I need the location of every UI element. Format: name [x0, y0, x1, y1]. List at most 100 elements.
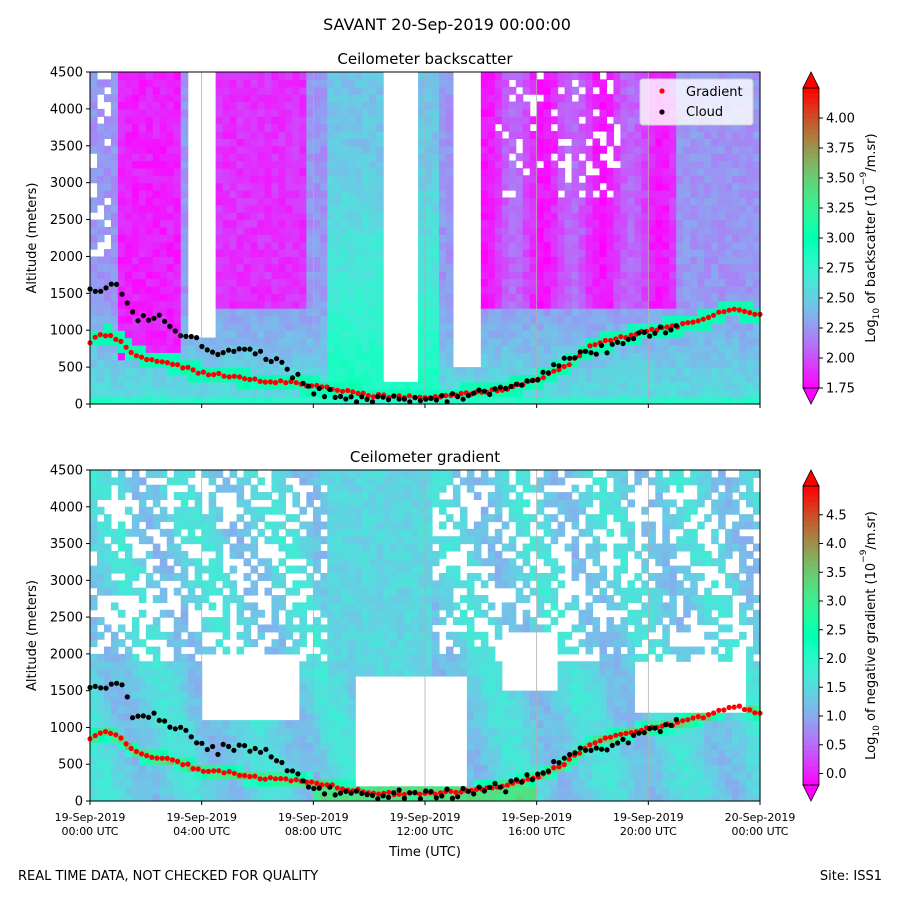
- heatmap-cell: [96, 705, 105, 714]
- heatmap-cell: [536, 79, 545, 88]
- heatmap-cell: [613, 219, 622, 228]
- heatmap-cell: [425, 322, 433, 331]
- heatmap-cell: [229, 565, 238, 574]
- heatmap-cell: [152, 293, 161, 302]
- heatmap-cell: [124, 587, 133, 596]
- heatmap-cell: [236, 764, 245, 773]
- heatmap-cell: [557, 145, 566, 154]
- heatmap-cell: [222, 396, 231, 405]
- heatmap-cell: [376, 167, 384, 176]
- heatmap-cell: [753, 352, 761, 361]
- heatmap-cell: [166, 698, 175, 706]
- gradient-point: [587, 343, 593, 349]
- heatmap-cell: [299, 86, 307, 95]
- gradient-point: [747, 310, 753, 316]
- heatmap-cell: [292, 153, 300, 162]
- heatmap-cell: [655, 315, 663, 324]
- heatmap-cell: [250, 734, 259, 743]
- heatmap-cell: [445, 330, 454, 339]
- heatmap-cell: [662, 226, 670, 235]
- heatmap-cell: [215, 572, 224, 581]
- heatmap-cell: [138, 727, 147, 736]
- heatmap-cell: [655, 204, 663, 213]
- heatmap-cell: [117, 536, 126, 545]
- heatmap-cell: [425, 374, 433, 383]
- heatmap-cell: [662, 256, 670, 265]
- heatmap-cell: [229, 322, 238, 331]
- heatmap-cell: [138, 389, 147, 398]
- heatmap-cell: [676, 389, 684, 398]
- heatmap-cell: [201, 359, 210, 368]
- heatmap-cell: [452, 396, 461, 405]
- heatmap-cell: [117, 492, 126, 501]
- heatmap-cell: [599, 116, 608, 125]
- heatmap-cell: [145, 241, 154, 250]
- heatmap-cell: [313, 389, 321, 398]
- heatmap-cell: [508, 396, 517, 405]
- heatmap-cell: [362, 241, 370, 250]
- heatmap-cell: [180, 742, 189, 751]
- heatmap-cell: [725, 344, 733, 353]
- heatmap-cell: [431, 352, 440, 361]
- heatmap-cell: [299, 249, 307, 258]
- heatmap-cell: [697, 182, 705, 191]
- colorbar-band: [803, 178, 819, 184]
- heatmap-cell: [746, 315, 754, 324]
- heatmap-cell: [445, 352, 454, 361]
- heatmap-cell: [718, 123, 726, 132]
- heatmap-cell: [683, 315, 691, 324]
- heatmap-cell: [243, 742, 252, 751]
- heatmap-cell: [543, 396, 552, 405]
- heatmap-cell: [662, 241, 670, 250]
- heatmap-cell: [348, 300, 356, 309]
- heatmap-cell: [739, 226, 747, 235]
- heatmap-cell: [320, 226, 328, 235]
- heatmap-cell: [96, 337, 105, 346]
- heatmap-cell: [501, 138, 510, 147]
- heatmap-cell: [369, 308, 377, 317]
- heatmap-cell: [222, 389, 231, 398]
- heatmap-cell: [662, 300, 670, 309]
- heatmap-cell: [662, 182, 670, 191]
- heatmap-cell: [334, 101, 342, 110]
- heatmap-cell: [641, 131, 649, 139]
- gradient-point: [716, 309, 722, 315]
- heatmap-cell: [250, 484, 259, 493]
- heatmap-cell: [711, 249, 719, 258]
- heatmap-cell: [522, 315, 531, 324]
- heatmap-cell: [285, 72, 293, 80]
- heatmap-cell: [753, 123, 761, 132]
- heatmap-cell: [683, 367, 691, 376]
- heatmap-cell: [536, 322, 545, 331]
- heatmap-cell: [431, 72, 440, 80]
- heatmap-cell: [243, 204, 252, 213]
- heatmap-cell: [334, 123, 342, 132]
- heatmap-cell: [152, 263, 161, 272]
- heatmap-cell: [229, 389, 238, 398]
- heatmap-cell: [445, 72, 454, 80]
- heatmap-cell: [355, 256, 363, 265]
- heatmap-cell: [438, 175, 447, 184]
- heatmap-cell: [355, 94, 363, 103]
- heatmap-cell: [404, 389, 412, 398]
- heatmap-cell: [634, 337, 642, 346]
- heatmap-cell: [473, 374, 482, 383]
- heatmap-cell: [173, 108, 182, 117]
- heatmap-cell: [138, 145, 147, 154]
- heatmap-cell: [292, 381, 300, 390]
- heatmap-cell: [215, 271, 224, 280]
- cloud-point: [465, 392, 471, 399]
- heatmap-cell: [683, 330, 691, 339]
- heatmap-cell: [613, 145, 622, 154]
- heatmap-cell: [180, 182, 189, 191]
- heatmap-cell: [229, 396, 238, 405]
- heatmap-cell: [117, 241, 126, 250]
- heatmap-cell: [236, 241, 245, 250]
- heatmap-cell: [690, 123, 698, 132]
- heatmap-cell: [292, 352, 300, 361]
- heatmap-cell: [697, 322, 705, 331]
- cloud-point: [140, 313, 146, 319]
- heatmap-cell: [711, 344, 719, 353]
- heatmap-cell: [418, 374, 426, 383]
- heatmap-cell: [229, 470, 238, 478]
